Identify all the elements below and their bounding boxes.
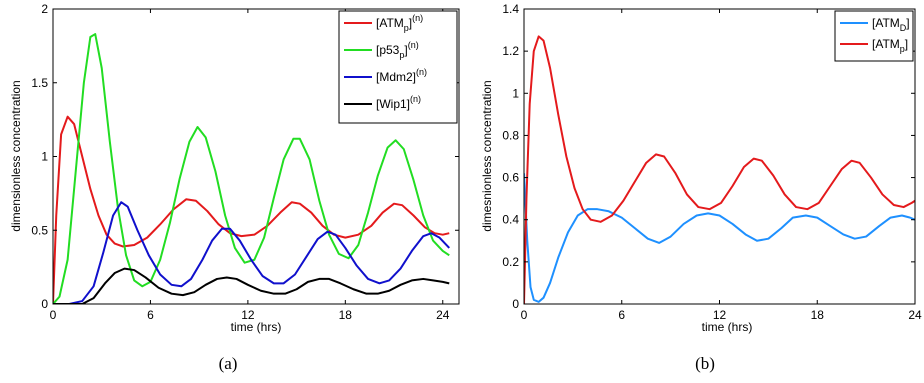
y-tick-label: 0: [512, 297, 519, 311]
x-tick-label: 12: [241, 308, 255, 322]
y-tick-label: 1: [512, 86, 519, 100]
panel-a-ticks: 0 6 12 18 24 0 0.5 1 1.5 2: [31, 2, 459, 322]
x-tick-label: 24: [908, 308, 922, 322]
panel-a: 0 6 12 18 24 0 0.5 1 1.5 2 time (hrs) dimensionle…: [9, 2, 460, 373]
x-tick-label: 0: [50, 308, 57, 322]
y-tick-label: 1: [41, 150, 48, 164]
legend-label: [Mdm2](n): [376, 67, 427, 84]
panel-b-y-axis-label: dimesnionless concentration: [480, 80, 494, 231]
series-line-a-3: [53, 267, 450, 304]
panel-b-legend: [ATMD] [ATMp]: [834, 10, 914, 62]
panel-a-x-axis-label: time (hrs): [231, 320, 282, 334]
y-tick-label: 0: [41, 297, 48, 311]
x-tick-label: 18: [811, 308, 825, 322]
panel-b-x-axis-label: time (hrs): [702, 320, 753, 334]
panel-a-y-axis-label: dimensionless concentration: [9, 80, 23, 231]
series-line-a-1: [53, 33, 450, 304]
y-tick-label: 0.8: [502, 128, 519, 142]
legend-label: [p53p](n): [376, 40, 419, 60]
y-tick-label: 1.2: [502, 44, 519, 58]
panel-a-caption: (a): [219, 354, 238, 373]
series-line-b-0: [524, 173, 915, 303]
y-tick-label: 0.5: [31, 223, 48, 237]
x-tick-label: 6: [618, 308, 625, 322]
series-line-a-2: [53, 201, 450, 304]
x-tick-label: 18: [339, 308, 353, 322]
x-tick-label: 12: [713, 308, 727, 322]
legend-label: [ATMp](n): [376, 13, 423, 33]
legend-box: [834, 10, 914, 62]
legend-label: [Wip1](n): [376, 94, 421, 111]
panel-b-series: [524, 35, 915, 304]
series-line-b-1: [524, 35, 915, 304]
panel-b-caption: (b): [695, 354, 715, 373]
legend-label: [ATMp]: [872, 37, 908, 54]
x-tick-label: 0: [521, 308, 528, 322]
panel-a-series: [53, 33, 450, 304]
x-tick-label: 6: [147, 308, 154, 322]
y-tick-label: 1.4: [502, 2, 519, 16]
y-tick-label: 0.2: [502, 255, 519, 269]
panel-b-ticks: 0 6 12 18 24 0 0.2 0.4 0.6 0.8 1 1.2 1.4: [502, 2, 922, 322]
legend-label: [ATMD]: [872, 16, 910, 33]
y-tick-label: 0.6: [502, 171, 519, 185]
y-tick-label: 1.5: [31, 76, 48, 90]
panel-a-legend: [ATMp](n) [p53p](n) [Mdm2](n) [Wip1](n): [338, 10, 458, 124]
y-tick-label: 2: [41, 2, 48, 16]
x-tick-label: 24: [436, 308, 450, 322]
y-tick-label: 0.4: [502, 213, 519, 227]
